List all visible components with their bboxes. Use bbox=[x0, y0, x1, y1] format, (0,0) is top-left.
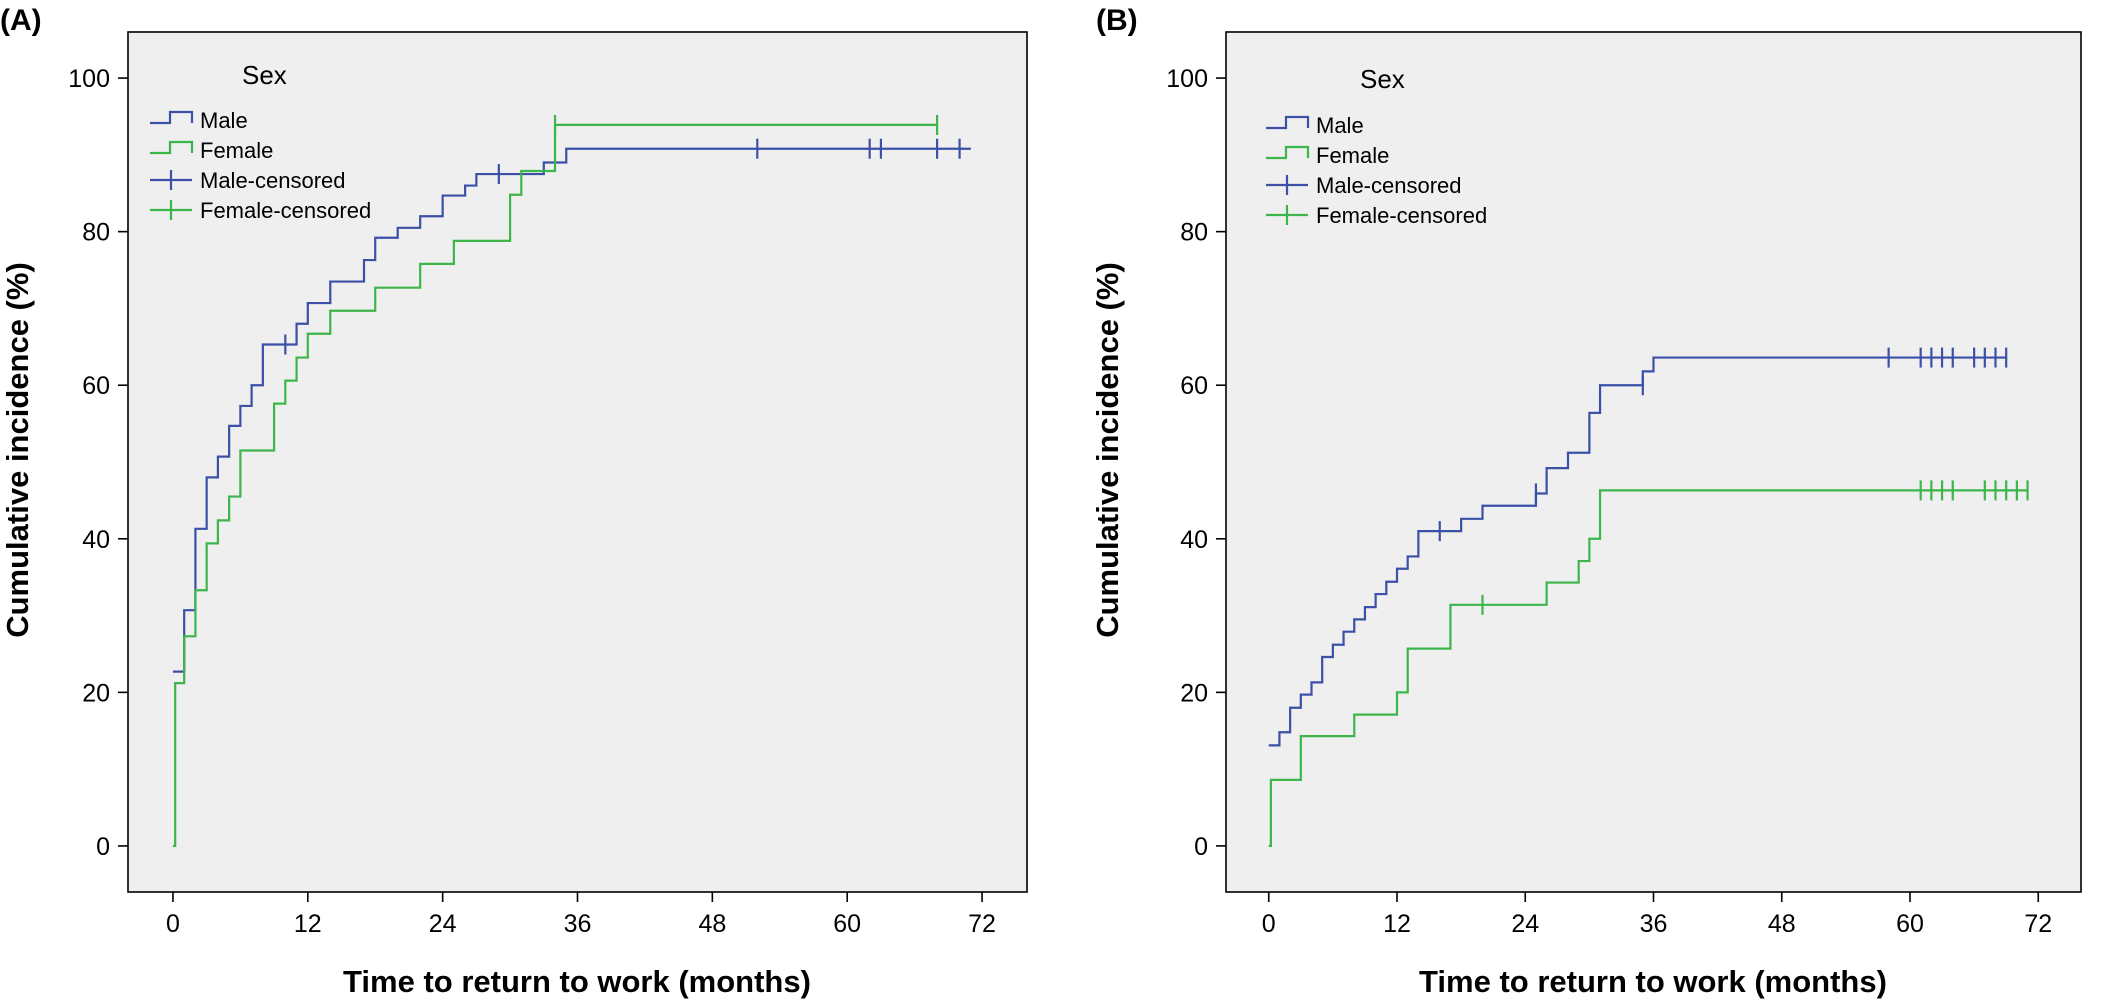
y-tick-label-a: 100 bbox=[68, 65, 110, 93]
x-tick-label-b: 72 bbox=[2024, 910, 2052, 938]
y-tick-label-a: 20 bbox=[82, 679, 110, 707]
x-tick-label-a: 48 bbox=[698, 910, 726, 938]
legend-label-b: Female bbox=[1316, 143, 1389, 168]
series-line-male-b bbox=[1268, 356, 2007, 747]
y-axis-title-a: Cumulative incidence (%) bbox=[0, 262, 35, 638]
ticks-b: 0 12 24 36 48 60 72 0 20 40 60 80 100 bbox=[1166, 65, 2052, 938]
x-tick-label-a: 36 bbox=[564, 910, 592, 938]
x-axis-title-a: Time to return to work (months) bbox=[343, 964, 811, 999]
legend-label-a: Male-censored bbox=[200, 168, 346, 193]
y-tick-label-a: 40 bbox=[82, 526, 110, 554]
x-tick-label-b: 24 bbox=[1511, 910, 1539, 938]
legend-swatch-a bbox=[150, 110, 194, 125]
y-tick-label-b: 80 bbox=[1180, 219, 1208, 247]
ticks-a: 0 12 24 36 48 60 72 0 20 40 60 80 100 bbox=[68, 65, 996, 938]
y-tick-label-b: 40 bbox=[1180, 526, 1208, 554]
legend-title-a: Sex bbox=[242, 60, 287, 90]
x-tick-label-b: 12 bbox=[1383, 910, 1411, 938]
legend-swatch-b bbox=[1266, 145, 1310, 160]
legend-swatch-a bbox=[150, 140, 194, 155]
y-tick-label-a: 60 bbox=[82, 372, 110, 400]
x-tick-label-a: 24 bbox=[429, 910, 457, 938]
legend-label-b: Male-censored bbox=[1316, 173, 1462, 198]
plot-area-a bbox=[127, 31, 1028, 893]
legend-label-b: Female-censored bbox=[1316, 203, 1487, 228]
y-tick-label-b: 20 bbox=[1180, 679, 1208, 707]
x-tick-label-b: 36 bbox=[1640, 910, 1668, 938]
x-tick-label-b: 48 bbox=[1768, 910, 1796, 938]
panel-b: (B) 0 12 24 36 48 60 72 0 20 40 60 80 100 Sex Male Fe… bbox=[1090, 4, 2082, 999]
x-tick-label-b: 60 bbox=[1896, 910, 1924, 938]
legend-swatch-b bbox=[1266, 115, 1310, 130]
series-layer-b bbox=[1268, 347, 2029, 848]
plot-area-b bbox=[1225, 31, 2082, 893]
legend-b: Sex Male Female Male-censored Female-censor… bbox=[1266, 64, 1487, 228]
y-axis-title-b: Cumulative incidence (%) bbox=[1090, 262, 1125, 638]
panel-label-b: (B) bbox=[1096, 4, 1138, 37]
legend-label-b: Male bbox=[1316, 113, 1364, 138]
y-tick-label-a: 0 bbox=[96, 833, 110, 861]
legend-label-a: Female bbox=[200, 138, 273, 163]
series-layer-a bbox=[172, 114, 971, 848]
panel-label-a: (A) bbox=[0, 4, 42, 37]
x-tick-label-a: 0 bbox=[166, 910, 180, 938]
series-line-female-b bbox=[1268, 489, 2028, 848]
y-tick-label-a: 80 bbox=[82, 219, 110, 247]
legend-label-a: Male bbox=[200, 108, 248, 133]
x-tick-label-a: 12 bbox=[294, 910, 322, 938]
panel-a: (A) 0 12 24 36 48 60 72 0 20 40 60 80 100 Sex Male Fe… bbox=[0, 4, 1028, 999]
y-tick-label-b: 60 bbox=[1180, 372, 1208, 400]
x-tick-label-a: 72 bbox=[968, 910, 996, 938]
x-axis-title-b: Time to return to work (months) bbox=[1419, 964, 1887, 999]
y-tick-label-b: 0 bbox=[1194, 833, 1208, 861]
legend-label-a: Female-censored bbox=[200, 198, 371, 223]
x-tick-label-b: 0 bbox=[1262, 910, 1276, 938]
legend-a: Sex Male Female Male-censored Female-censor… bbox=[150, 60, 371, 223]
x-tick-label-a: 60 bbox=[833, 910, 861, 938]
legend-title-b: Sex bbox=[1360, 64, 1405, 94]
series-line-female-a bbox=[172, 123, 938, 848]
y-tick-label-b: 100 bbox=[1166, 65, 1208, 93]
series-line-male-a bbox=[172, 147, 971, 673]
